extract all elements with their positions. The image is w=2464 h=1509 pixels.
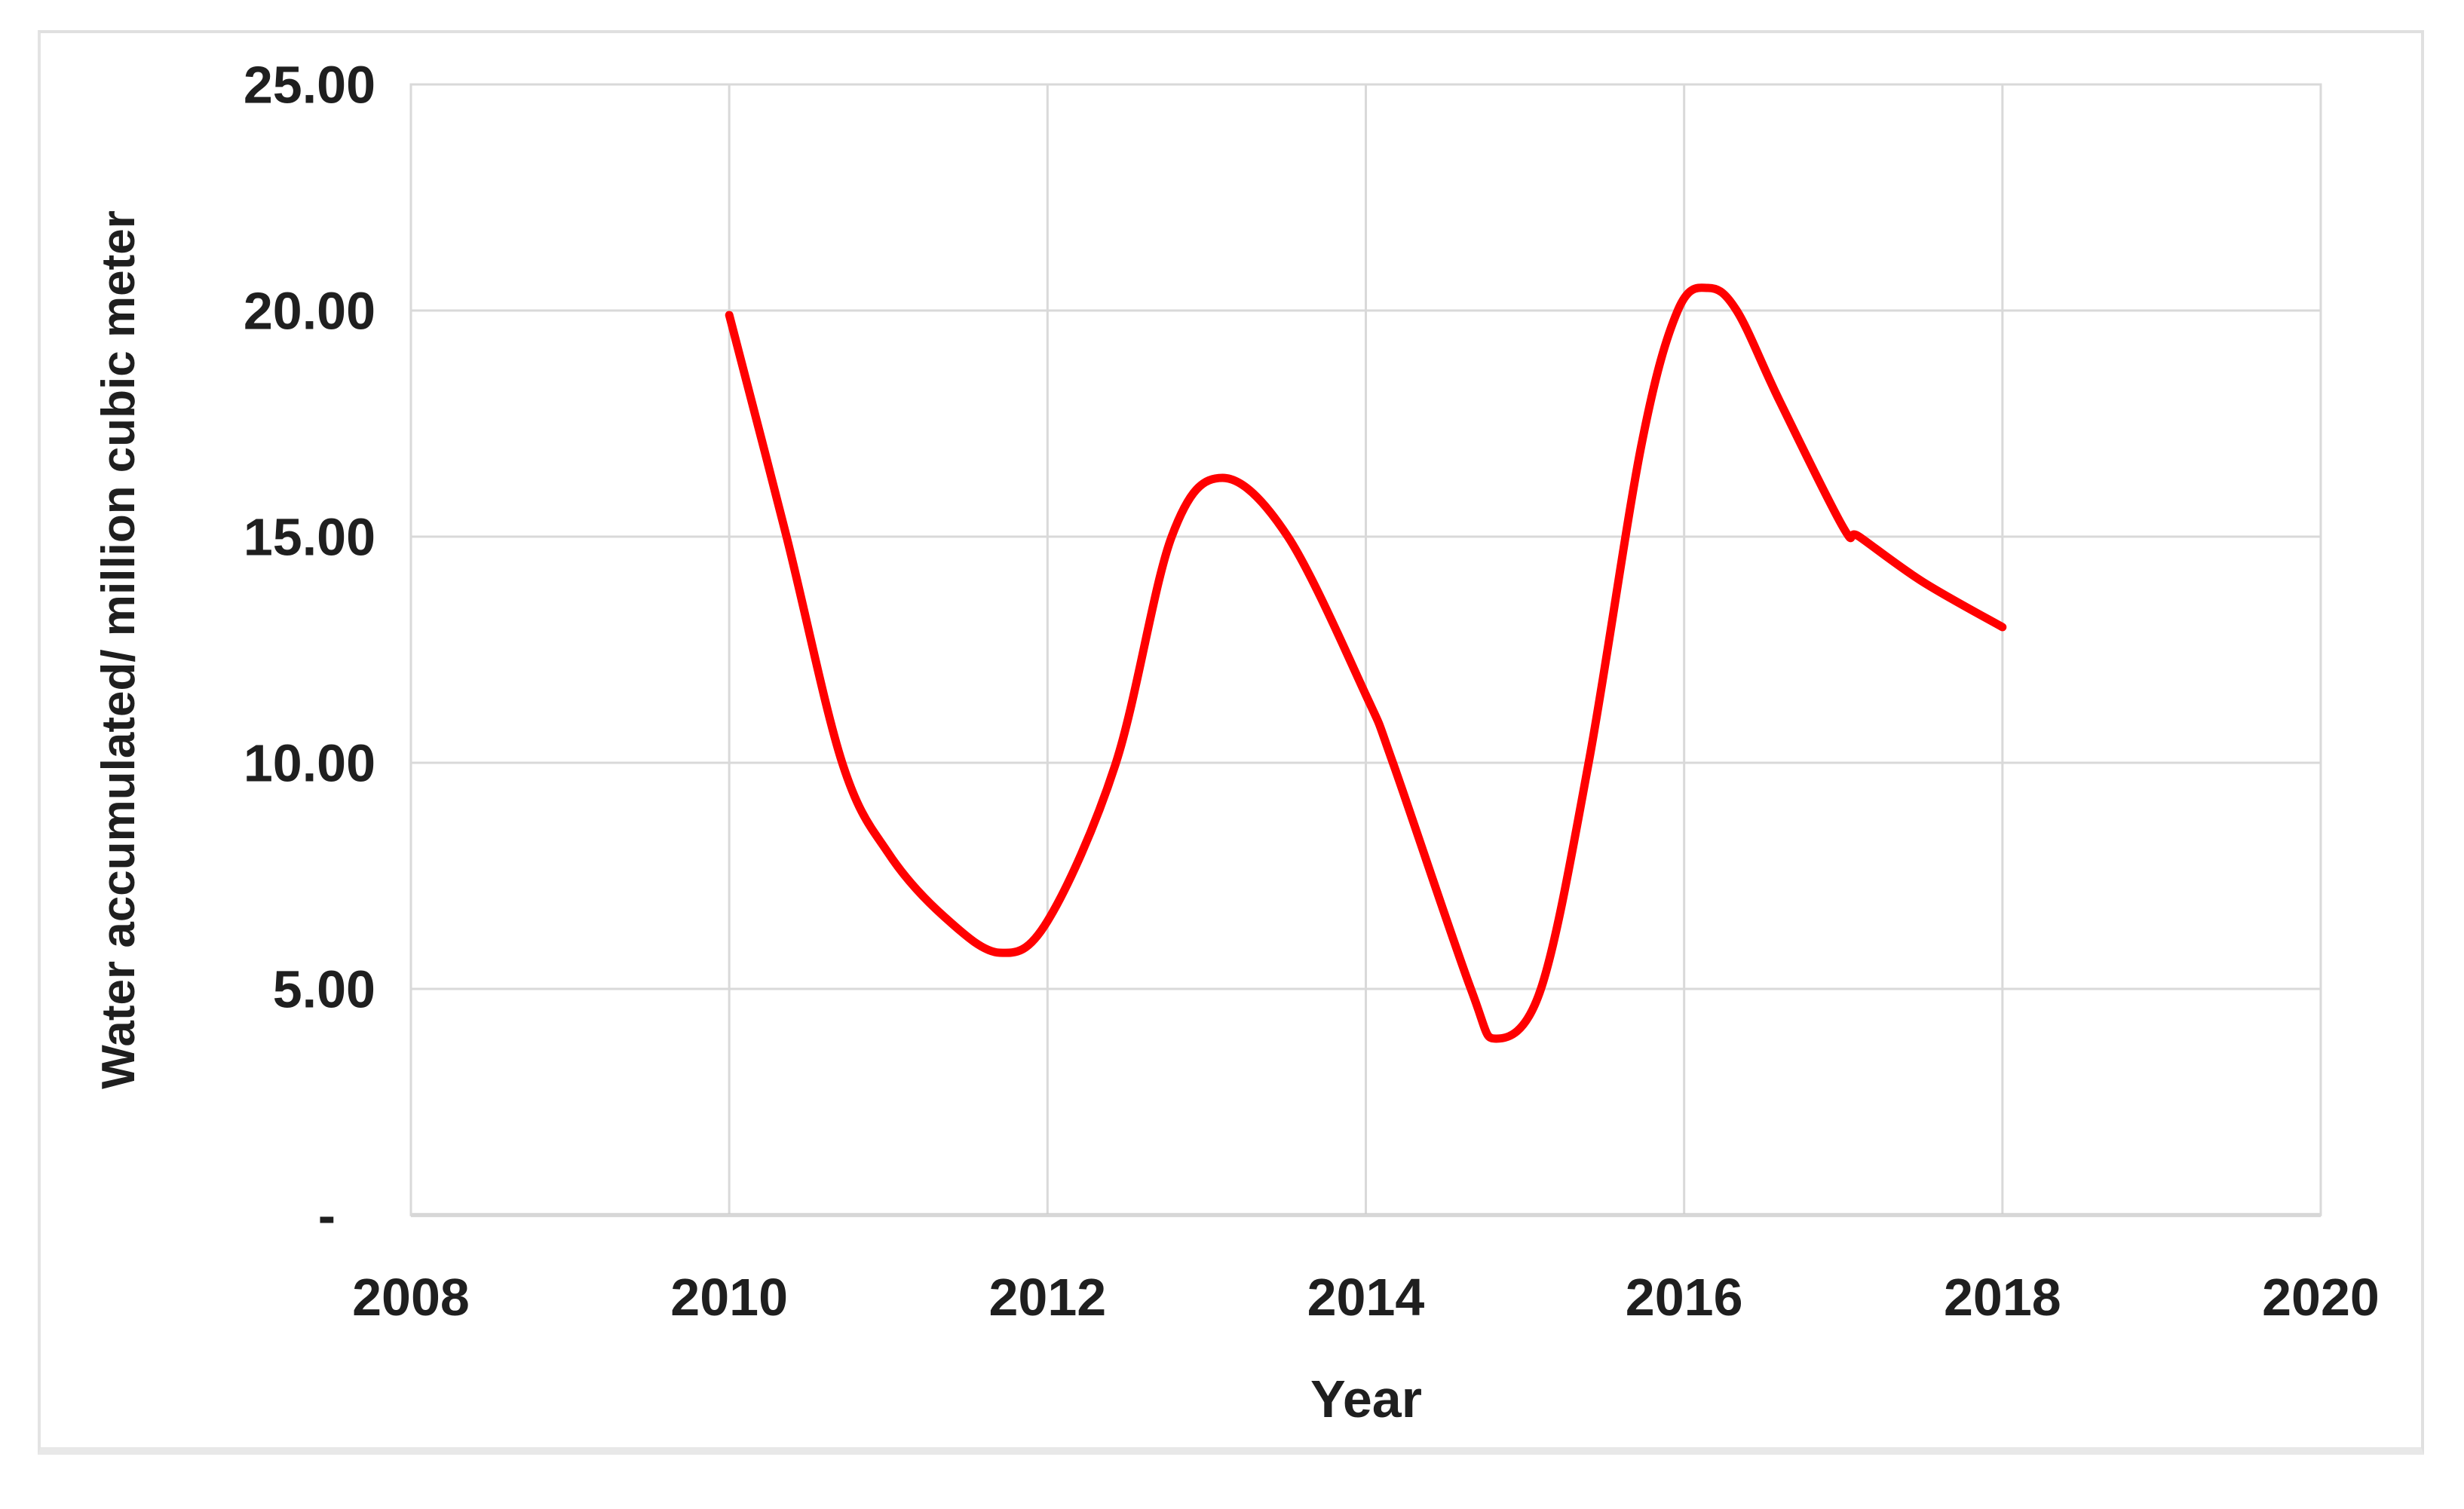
x-tick-label: 2018 bbox=[1944, 1268, 2061, 1327]
y-axis-title: Water accumulated/ million cubic meter bbox=[93, 210, 145, 1089]
y-tick-label: 25.00 bbox=[244, 56, 375, 115]
chart-figure-frame bbox=[38, 30, 2424, 1455]
gridlines bbox=[409, 83, 2322, 1217]
x-tick-label: 2008 bbox=[352, 1268, 470, 1327]
x-axis-title: Year bbox=[1310, 1370, 1422, 1428]
x-tick-label: 2016 bbox=[1626, 1268, 1743, 1327]
x-tick-label: 2010 bbox=[670, 1268, 788, 1327]
series-group bbox=[725, 283, 2007, 1043]
plot-area-border bbox=[409, 83, 2322, 1217]
y-tick-label: 20.00 bbox=[244, 282, 375, 341]
y-tick-label: 15.00 bbox=[244, 508, 375, 567]
x-tick-label: 2014 bbox=[1307, 1268, 1425, 1327]
x-tick-label: 2020 bbox=[2262, 1268, 2380, 1327]
tick-labels: 25.00 20.00 15.00 10.00 5.00 -2008 2010 2012 201… bbox=[244, 56, 2380, 1327]
series-line bbox=[725, 283, 2007, 1043]
y-tick-label: 10.00 bbox=[244, 734, 375, 793]
x-tick-label: 2012 bbox=[988, 1268, 1106, 1327]
y-tick-label: - bbox=[318, 1186, 336, 1245]
y-tick-label: 5.00 bbox=[273, 960, 375, 1019]
plot-border bbox=[409, 83, 2322, 1217]
